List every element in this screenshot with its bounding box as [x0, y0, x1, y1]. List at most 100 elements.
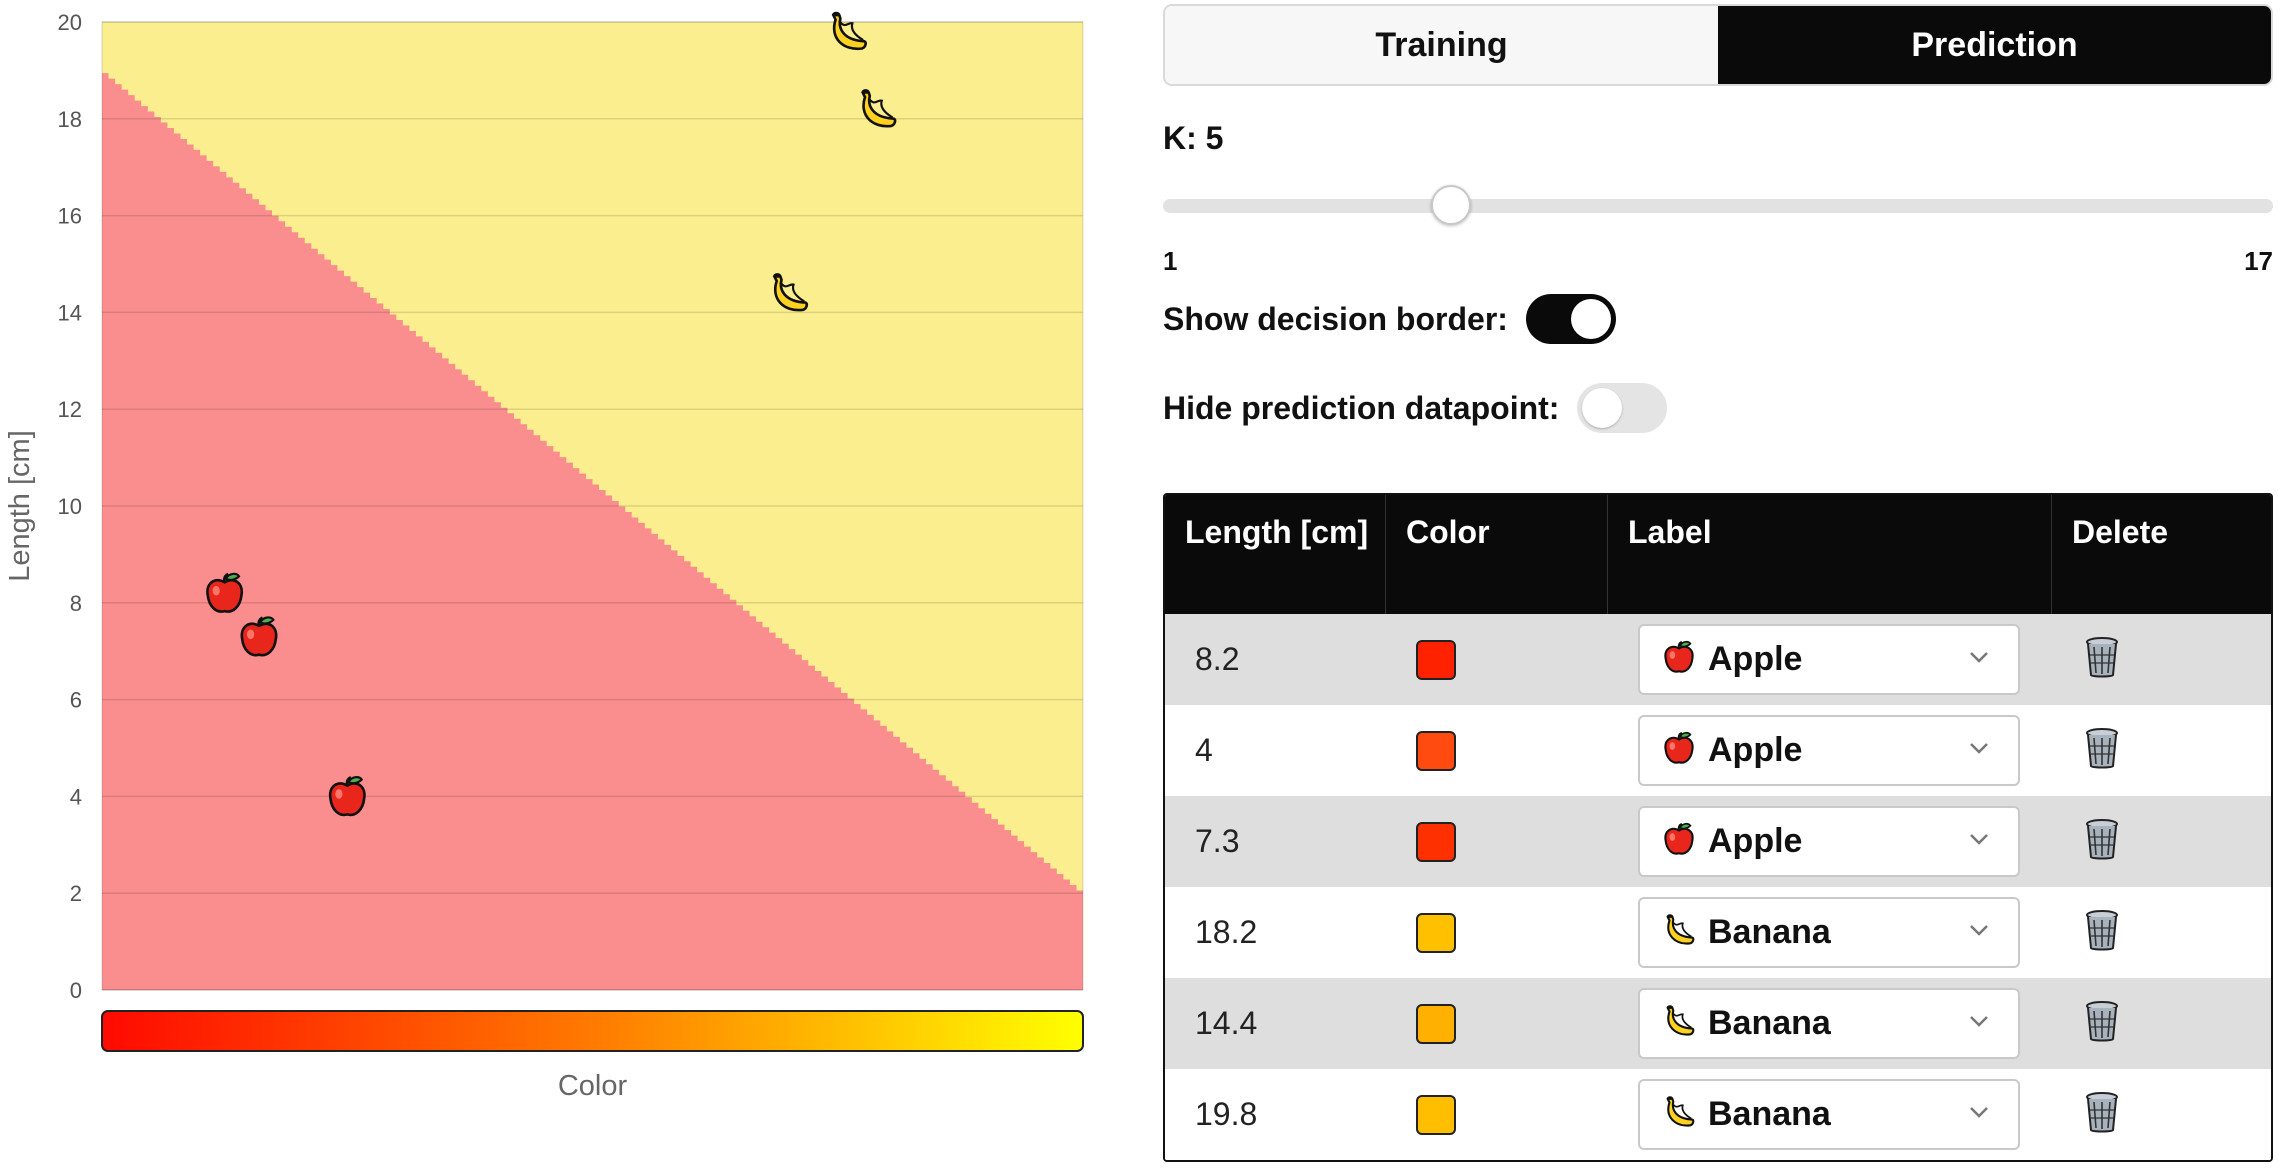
training-data-table: Length [cm] Color Label Delete 8.2 Apple 4… [1163, 493, 2273, 1162]
chevron-down-icon [1968, 923, 1990, 942]
toggle-knob [1582, 388, 1623, 428]
label-cell: Apple [1608, 705, 2052, 796]
chevron-down-icon [1968, 1105, 1990, 1124]
delete-cell [2052, 887, 2271, 978]
color-gradient-bar [101, 1010, 1084, 1052]
control-panel: Training Prediction K: 5 1 17 Show decis… [1163, 0, 2273, 1172]
k-slider-thumb[interactable] [1431, 185, 1471, 225]
banana-icon [1660, 1002, 1698, 1046]
banana-data-point[interactable] [772, 273, 809, 312]
table-row: 4 Apple [1165, 705, 2271, 796]
toggle-knob [1570, 299, 1611, 339]
chevron-down-icon [1968, 1014, 1990, 1033]
tab-prediction[interactable]: Prediction [1718, 6, 2271, 84]
label-select[interactable]: Apple [1638, 806, 2020, 877]
chevron-down-icon [1968, 832, 1990, 851]
length-cell: 19.8 [1195, 1096, 1258, 1132]
label-select[interactable]: Apple [1638, 715, 2020, 786]
banana-icon [1660, 911, 1698, 955]
apple-region [102, 73, 1083, 991]
apple-data-point[interactable] [206, 572, 244, 613]
header-color: Color [1386, 495, 1608, 614]
label-cell: Apple [1608, 796, 2052, 887]
label-select-value: Banana [1708, 1004, 1831, 1042]
hide-prediction-label: Hide prediction datapoint: [1163, 389, 1560, 426]
y-tick-label: 12 [58, 397, 82, 422]
y-tick-label: 2 [70, 881, 82, 906]
table-row: 8.2 Apple [1165, 614, 2271, 705]
y-tick-label: 4 [70, 784, 82, 809]
y-axis-title: Length [cm] [4, 430, 36, 582]
color-cell [1386, 796, 1608, 887]
trash-icon[interactable] [2082, 635, 2122, 684]
trash-icon[interactable] [2082, 1090, 2122, 1139]
length-cell: 7.3 [1195, 823, 1240, 859]
label-select[interactable]: Banana [1638, 1079, 2020, 1150]
y-tick-label: 10 [58, 494, 82, 519]
delete-cell [2052, 1069, 2271, 1160]
chevron-down-icon [1968, 741, 1990, 760]
label-select-value: Banana [1708, 913, 1831, 951]
hide-prediction-row: Hide prediction datapoint: [1163, 383, 1668, 433]
show-border-toggle[interactable] [1525, 294, 1616, 344]
k-slider-max: 17 [2244, 246, 2273, 276]
trash-icon[interactable] [2082, 817, 2122, 866]
knn-chart[interactable]: 0 2 4 6 8 10 12 14 16 18 20 Length [cm] Color [0, 0, 1120, 1172]
table-row: 18.2 Banana [1165, 887, 2271, 978]
hide-prediction-toggle[interactable] [1577, 383, 1668, 433]
banana-data-point[interactable] [831, 11, 867, 51]
color-swatch [1416, 1003, 1456, 1044]
apple-icon [1660, 820, 1698, 864]
delete-cell [2052, 614, 2271, 705]
label-select[interactable]: Banana [1638, 988, 2020, 1059]
header-length: Length [cm] [1165, 495, 1386, 614]
y-tick-label: 20 [58, 10, 82, 35]
y-tick-label: 14 [58, 300, 82, 325]
label-select-value: Apple [1708, 640, 1803, 678]
label-select[interactable]: Apple [1638, 624, 2020, 695]
header-delete: Delete [2072, 514, 2169, 550]
k-slider-track[interactable] [1163, 199, 2273, 213]
chevron-down-icon [1968, 650, 1990, 669]
color-swatch [1416, 730, 1456, 771]
label-select-value: Apple [1708, 731, 1803, 769]
trash-icon[interactable] [2082, 726, 2122, 775]
apple-icon [1660, 729, 1698, 773]
length-cell: 8.2 [1195, 641, 1240, 677]
color-cell [1386, 887, 1608, 978]
y-tick-label: 6 [70, 688, 82, 713]
label-select-value: Banana [1708, 1095, 1831, 1133]
label-select-value: Apple [1708, 822, 1803, 860]
tab-training[interactable]: Training [1165, 6, 1718, 84]
apple-data-point[interactable] [328, 776, 366, 817]
y-tick-label: 18 [58, 107, 82, 132]
label-cell: Banana [1608, 887, 2052, 978]
label-cell: Banana [1608, 978, 2052, 1069]
k-slider-min: 1 [1163, 246, 1178, 276]
mode-tabs: Training Prediction [1163, 4, 2273, 86]
trash-icon[interactable] [2082, 999, 2122, 1048]
color-cell [1386, 614, 1608, 705]
table-header: Length [cm] Color Label Delete [1165, 495, 2271, 614]
delete-cell [2052, 796, 2271, 887]
y-tick-label: 0 [70, 978, 82, 1003]
table-row: 19.8 Banana [1165, 1069, 2271, 1160]
banana-icon [1660, 1093, 1698, 1137]
y-tick-label: 16 [58, 204, 82, 229]
length-cell: 18.2 [1195, 914, 1258, 950]
x-axis-title: Color [558, 1070, 628, 1102]
delete-cell [2052, 705, 2271, 796]
plot-border [101, 21, 1084, 991]
trash-icon[interactable] [2082, 908, 2122, 957]
banana-data-point[interactable] [861, 89, 897, 128]
length-cell: 4 [1195, 732, 1213, 768]
table-row: 7.3 Apple [1165, 796, 2271, 887]
header-label: Label [1608, 495, 2052, 614]
chart-svg[interactable]: 0 2 4 6 8 10 12 14 16 18 20 Length [cm] Color [0, 0, 1120, 1172]
color-swatch [1416, 821, 1456, 862]
apple-data-point[interactable] [240, 616, 278, 657]
label-select[interactable]: Banana [1638, 897, 2020, 968]
length-cell: 14.4 [1195, 1005, 1258, 1041]
color-cell [1386, 978, 1608, 1069]
show-border-label: Show decision border: [1163, 300, 1508, 337]
